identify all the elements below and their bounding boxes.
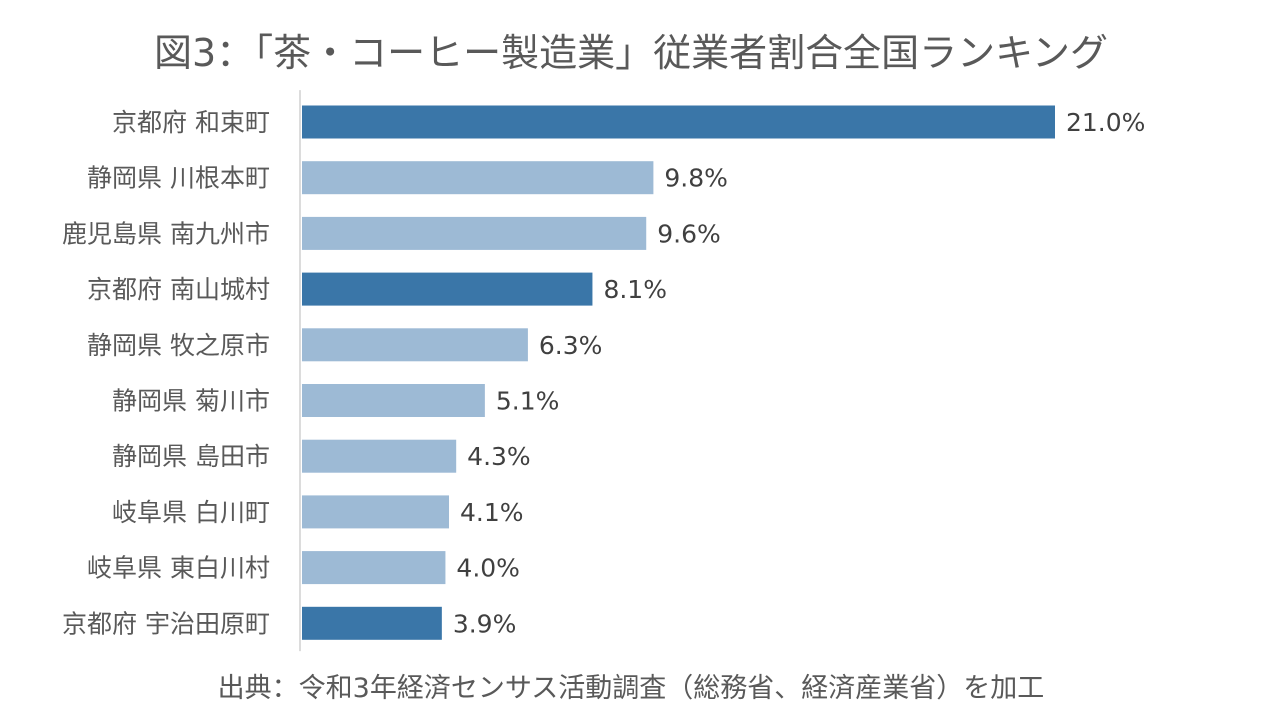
bar: [302, 272, 593, 306]
bar: [302, 551, 446, 585]
bar: [302, 384, 485, 417]
category-label: 静岡県 牧之原市: [87, 331, 270, 360]
category-label: 岐阜県 東白川村: [87, 554, 270, 583]
value-label: 3.9%: [453, 609, 517, 638]
category-label: 京都府 宇治田原町: [62, 609, 270, 638]
value-label: 9.8%: [664, 164, 728, 193]
value-label: 5.1%: [496, 387, 560, 416]
category-label: 鹿児島県 南九州市: [62, 219, 270, 248]
value-label: 4.0%: [456, 554, 520, 583]
bar: [302, 606, 442, 640]
bar: [302, 105, 1055, 139]
category-label: 静岡県 川根本町: [87, 164, 270, 193]
value-label: 4.1%: [460, 498, 524, 527]
value-label: 21.0%: [1066, 108, 1145, 137]
source-note: 出典：令和3年経済センサス活動調査（総務省、経済産業省）を加工: [217, 673, 1045, 704]
bar: [302, 216, 647, 250]
category-label: 京都府 和束町: [112, 108, 270, 137]
category-label: 京都府 南山城村: [87, 275, 270, 304]
bar: [302, 161, 654, 195]
bar: [302, 328, 528, 362]
category-label: 岐阜県 白川町: [112, 498, 270, 527]
value-label: 4.3%: [467, 442, 531, 471]
chart-title: 図3：「茶・コーヒー製造業」従業者割合全国ランキング: [153, 31, 1109, 75]
value-label: 9.6%: [657, 219, 721, 248]
category-label: 静岡県 島田市: [112, 442, 270, 471]
value-label: 8.1%: [603, 275, 667, 304]
bar: [302, 495, 450, 529]
bar: [302, 439, 457, 473]
category-label: 静岡県 菊川市: [112, 387, 270, 416]
value-label: 6.3%: [539, 331, 603, 360]
